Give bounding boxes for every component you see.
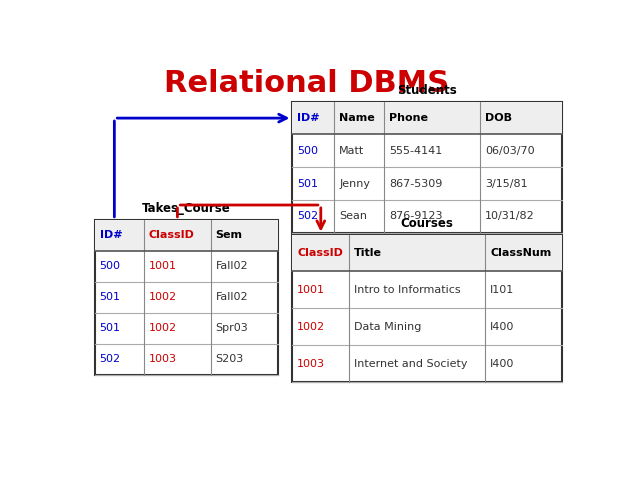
Text: 3/15/81: 3/15/81 [486, 179, 528, 189]
Text: Matt: Matt [339, 146, 364, 156]
Text: 1002: 1002 [297, 322, 325, 332]
Text: 1002: 1002 [149, 323, 177, 333]
Text: Intro to Informatics: Intro to Informatics [354, 285, 461, 295]
Text: 1002: 1002 [149, 292, 177, 302]
Text: 555-4141: 555-4141 [389, 146, 442, 156]
Text: Relational DBMS: Relational DBMS [164, 68, 449, 98]
Text: 502: 502 [297, 211, 318, 221]
Text: Phone: Phone [389, 113, 428, 123]
Text: Sem: Sem [216, 230, 242, 240]
Text: ClassNum: ClassNum [490, 248, 551, 258]
Text: 501: 501 [100, 323, 121, 333]
Text: 1003: 1003 [149, 354, 177, 364]
Text: ClassID: ClassID [149, 230, 195, 240]
Text: 06/03/70: 06/03/70 [486, 146, 535, 156]
Text: 500: 500 [100, 261, 121, 271]
Text: 10/31/82: 10/31/82 [486, 211, 535, 221]
Text: Students: Students [397, 84, 457, 97]
Text: Fall02: Fall02 [216, 292, 248, 302]
Text: Fall02: Fall02 [216, 261, 248, 271]
Text: ClassID: ClassID [297, 248, 343, 258]
Bar [292, 102, 562, 135]
Text: 500: 500 [297, 146, 318, 156]
Text: Jenny: Jenny [339, 179, 370, 189]
Text: I400: I400 [490, 322, 514, 332]
Text: ID#: ID# [297, 113, 320, 123]
Text: Data Mining: Data Mining [354, 322, 422, 332]
Text: 502: 502 [100, 354, 121, 364]
Text: 501: 501 [100, 292, 121, 302]
Text: 1001: 1001 [149, 261, 177, 271]
Bar [94, 220, 278, 251]
Text: Name: Name [339, 113, 375, 123]
Text: Courses: Courses [401, 217, 454, 230]
Bar [94, 220, 278, 375]
Text: 501: 501 [297, 179, 318, 189]
Text: Internet and Society: Internet and Society [354, 359, 468, 369]
Text: 867-5309: 867-5309 [389, 179, 442, 189]
Text: ID#: ID# [100, 230, 122, 240]
Text: 1001: 1001 [297, 285, 325, 295]
Text: Takes_Course: Takes_Course [142, 202, 230, 216]
Bar [292, 235, 562, 382]
Text: Spr03: Spr03 [216, 323, 248, 333]
Text: 1003: 1003 [297, 359, 325, 369]
Bar [292, 235, 562, 272]
Text: I400: I400 [490, 359, 514, 369]
Text: Sean: Sean [339, 211, 367, 221]
Text: Title: Title [354, 248, 382, 258]
Text: S203: S203 [216, 354, 244, 364]
Bar [292, 102, 562, 233]
Text: 876-9123: 876-9123 [389, 211, 442, 221]
Text: I101: I101 [490, 285, 514, 295]
Text: DOB: DOB [486, 113, 512, 123]
